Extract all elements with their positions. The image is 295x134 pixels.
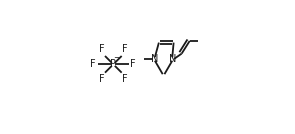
Text: F: F <box>99 74 104 84</box>
Text: F: F <box>90 59 96 69</box>
Text: P: P <box>110 59 116 69</box>
Text: F: F <box>130 59 136 69</box>
Text: N: N <box>151 54 158 64</box>
Text: −: − <box>113 53 119 62</box>
Text: F: F <box>99 44 104 54</box>
Text: F: F <box>122 44 128 54</box>
Text: N: N <box>169 54 176 64</box>
Text: F: F <box>122 74 128 84</box>
